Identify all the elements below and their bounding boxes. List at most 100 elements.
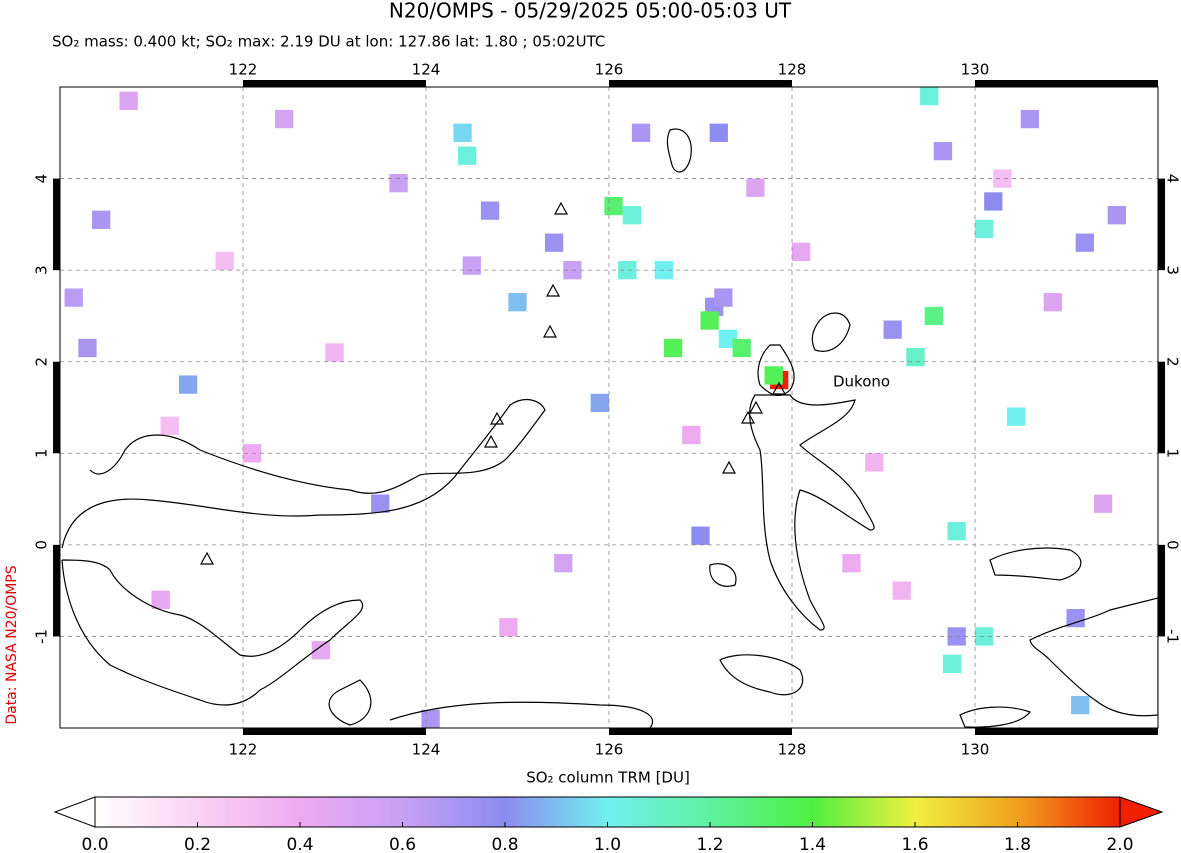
colorbar-tick-label: 1.8: [1004, 835, 1031, 853]
y-tick-label-left: 3: [33, 265, 51, 275]
frame-bar: [609, 80, 792, 87]
so2-pixel: [1071, 695, 1090, 715]
colorbar-under-arrow: [53, 796, 96, 828]
so2-pixel: [691, 526, 710, 545]
volcano-label: Dukono: [833, 373, 890, 391]
so2-pixel: [984, 192, 1003, 211]
so2-pixel: [1043, 293, 1062, 312]
so2-pixel: [499, 618, 518, 637]
frame-bar: [1158, 361, 1165, 454]
x-tick-label-top: 126: [595, 61, 624, 79]
x-tick-label-bottom: 130: [961, 741, 990, 759]
frame-bar: [53, 544, 60, 637]
y-tick-label-right: 1: [1164, 449, 1181, 459]
so2-pixel: [618, 260, 637, 280]
colorbar-tick-label: 1.6: [901, 835, 928, 853]
frame-bar: [609, 728, 792, 735]
x-tick-label-bottom: 124: [412, 741, 441, 759]
colorbar-tick-label: 1.2: [696, 835, 723, 853]
coastline: [61, 559, 364, 706]
so2-pixel: [746, 178, 765, 197]
colorbar-tick-label: 0.8: [491, 835, 518, 853]
so2-pixel: [119, 91, 138, 110]
volcano-marker: [199, 201, 787, 565]
frame-bar: [53, 361, 60, 454]
colorbar-label: SO₂ column TRM [DU]: [526, 769, 690, 787]
so2-pixel: [975, 219, 994, 239]
so2-pixel: [178, 375, 198, 394]
coastline: [61, 398, 546, 549]
so2-pixel: [718, 329, 738, 348]
so2-pixel: [64, 288, 83, 307]
so2-pixel: [371, 494, 390, 513]
frame-bar: [243, 728, 426, 735]
so2-pixel: [865, 453, 884, 472]
so2-pixel: [1020, 109, 1040, 129]
y-tick-label-right: 3: [1164, 265, 1181, 275]
x-tick-label-top: 124: [412, 61, 441, 79]
frame-bar: [975, 80, 1158, 87]
y-tick-label-right: 4: [1164, 174, 1181, 184]
colorbar-tick-label: 2.0: [1106, 835, 1133, 853]
y-tick-label-right: 2: [1164, 357, 1181, 367]
so2-pixel: [631, 123, 651, 142]
so2-pixel: [604, 196, 623, 216]
so2-pixel: [554, 554, 573, 573]
so2-pixel: [663, 338, 683, 358]
y-tick-label-left: 1: [33, 449, 51, 459]
so2-pixel: [151, 590, 170, 609]
so2-pixel: [1075, 233, 1094, 252]
coastline: [811, 312, 851, 352]
coastline: [666, 128, 692, 173]
title: N20/OMPS - 05/29/2025 05:00-05:03 UT: [389, 0, 792, 23]
so2-pixel: [924, 306, 943, 326]
colorbar: [94, 796, 1121, 828]
frame-bar: [975, 728, 1158, 735]
so2-pixel: [947, 521, 966, 541]
x-tick-label-top: 130: [961, 61, 990, 79]
colorbar-over-arrow: [1119, 796, 1164, 828]
so2-pixel: [275, 109, 294, 129]
so2-pixel: [933, 141, 953, 161]
so2-pixel: [883, 320, 902, 339]
x-tick-label-top: 122: [229, 61, 258, 79]
y-tick-label-right: -1: [1164, 629, 1181, 644]
x-tick-label-bottom: 122: [229, 741, 258, 759]
so2-pixel: [682, 425, 701, 445]
so2-pixel: [160, 416, 179, 435]
coastline: [959, 706, 1031, 728]
colorbar-tick-label: 0.4: [286, 835, 313, 853]
frame-bar: [1158, 178, 1165, 271]
so2-pixel: [590, 393, 609, 413]
coastline: [989, 547, 1158, 717]
so2-pixel: [942, 654, 962, 674]
so2-pixel: [1007, 407, 1026, 426]
so2-pixel: [792, 242, 811, 261]
coastlines: [61, 128, 1158, 728]
coastline: [328, 679, 653, 728]
frame-bar: [1158, 544, 1165, 637]
so2-pixel: [622, 206, 642, 225]
colorbar-tick-label: 0.2: [184, 835, 211, 853]
pixel-layer: [64, 87, 1126, 728]
y-tick-label-left: -1: [33, 629, 51, 644]
so2-pixel: [544, 233, 564, 252]
y-tick-label-left: 0: [33, 540, 51, 550]
x-tick-label-top: 128: [778, 61, 807, 79]
so2-pixel: [92, 210, 111, 229]
so2-pixel: [311, 641, 330, 660]
grid: [60, 87, 1158, 728]
so2-pixel: [906, 347, 925, 367]
so2-pixel: [1066, 608, 1085, 628]
so2-pixel: [480, 201, 500, 220]
coastline: [748, 394, 875, 631]
so2-pixel: [975, 627, 994, 646]
colorbar-tick-label: 0.6: [389, 835, 416, 853]
so2-pixel: [714, 288, 733, 307]
colorbar-tick-label: 1.0: [594, 835, 621, 853]
so2-pixel: [325, 343, 344, 362]
so2-pixel: [842, 554, 861, 573]
frame-bar: [53, 178, 60, 271]
